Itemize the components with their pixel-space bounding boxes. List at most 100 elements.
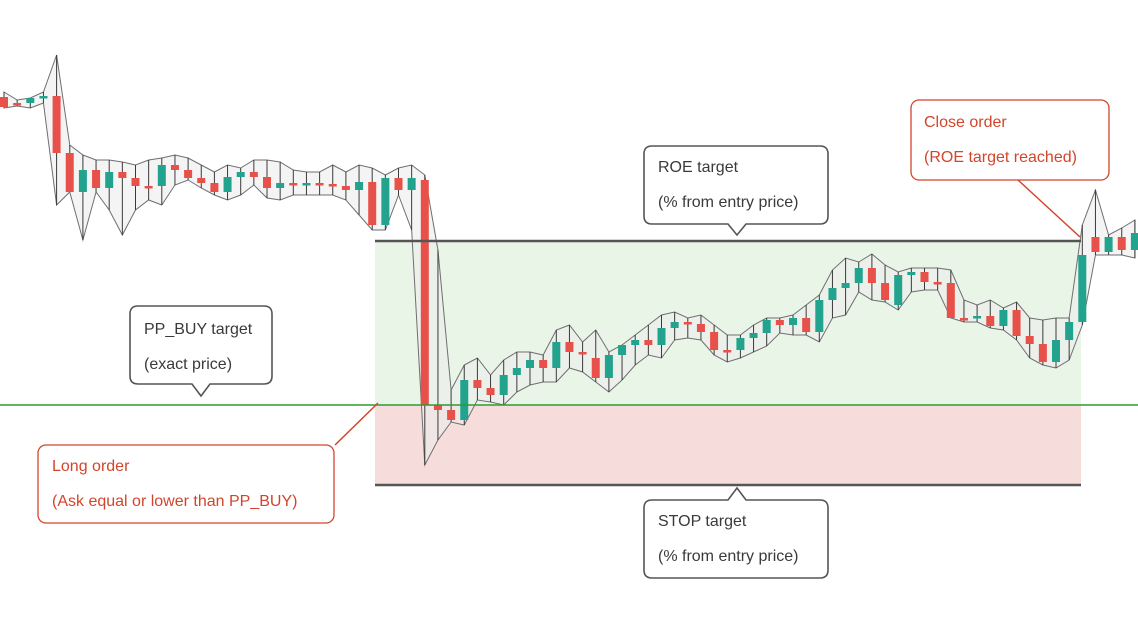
candle-up [512, 368, 521, 375]
candle-down [723, 350, 732, 353]
candle-down [565, 342, 574, 352]
candle-up [78, 170, 87, 192]
candle-down [170, 165, 179, 170]
candle-up [894, 275, 903, 305]
candle-up [355, 182, 364, 190]
candle-down [315, 183, 324, 186]
candle-down [13, 103, 22, 106]
candle-up [223, 177, 232, 192]
candle-down [986, 316, 995, 326]
candle-down [144, 186, 153, 189]
candle-up [1052, 340, 1060, 362]
candle-down [52, 96, 61, 153]
candle-up [552, 342, 561, 368]
candle-down [867, 268, 876, 283]
long-order-callout-title: Long order [52, 458, 130, 475]
candle-down [433, 405, 442, 410]
roe-callout-subtitle: (% from entry price) [658, 194, 798, 211]
candle-up [973, 316, 982, 319]
candle-up [526, 360, 534, 368]
roe-callout: ROE target (% from entry price) [643, 145, 829, 237]
candle-down [644, 340, 653, 345]
stop-loss-zone [375, 405, 1081, 485]
candle-down [210, 183, 219, 192]
stop-callout: STOP target (% from entry price) [643, 486, 829, 579]
candle-down [591, 358, 600, 378]
candle-up [236, 172, 245, 177]
candle-down [1038, 344, 1047, 362]
long-order-connector [334, 402, 379, 446]
candle-down [1012, 310, 1021, 336]
candle-up [276, 183, 285, 188]
candle-down [486, 388, 495, 395]
candle-down [683, 322, 692, 325]
candle-down [1117, 237, 1126, 250]
candle-up [499, 375, 508, 395]
long-order-callout: Long order (Ask equal or lower than PP_B… [37, 444, 335, 524]
candle-up [749, 333, 758, 338]
candle-up [26, 98, 35, 103]
candle-down [65, 153, 74, 192]
candle-down [1091, 237, 1100, 252]
candle-down [539, 360, 548, 368]
close-order-callout-title: Close order [924, 114, 1007, 131]
candle-down [0, 97, 8, 107]
candle-up [460, 380, 469, 420]
candle-up [381, 178, 390, 225]
candle-up [407, 178, 416, 190]
candle-up [762, 320, 771, 333]
candle-up [736, 338, 745, 350]
candle-down [420, 180, 429, 405]
candle-up [604, 355, 613, 378]
candle-down [959, 318, 968, 321]
pp-buy-callout-subtitle: (exact price) [144, 356, 232, 373]
candle-down [1025, 336, 1034, 344]
close-order-callout-subtitle: (ROE target reached) [924, 149, 1077, 166]
candle-down [696, 324, 705, 332]
candle-up [841, 283, 850, 288]
candle-down [802, 318, 811, 332]
candle-down [197, 178, 206, 183]
candle-up [1130, 233, 1138, 250]
candle-up [105, 172, 114, 188]
stop-callout-subtitle: (% from entry price) [658, 548, 798, 565]
candle-down [447, 410, 456, 420]
candle-down [473, 380, 482, 388]
close-order-connector [1017, 179, 1081, 238]
candle-down [184, 170, 193, 178]
candle-up [828, 288, 837, 300]
candle-up [789, 318, 797, 325]
candle-down [578, 352, 587, 355]
pp-buy-callout-title: PP_BUY target [144, 321, 253, 338]
candle-up [631, 340, 640, 345]
candle-down [92, 170, 101, 188]
candle-up [1078, 255, 1087, 322]
candle-down [775, 320, 784, 325]
candle-up [999, 310, 1008, 326]
candle-down [368, 182, 377, 225]
candle-down [118, 172, 127, 178]
candle-up [618, 345, 627, 355]
stop-callout-title: STOP target [658, 513, 747, 530]
candle-up [907, 272, 916, 275]
candle-down [933, 282, 942, 285]
candle-up [302, 183, 311, 186]
candle-down [394, 178, 403, 190]
candle-up [854, 268, 863, 283]
close-order-callout: Close order (ROE target reached) [910, 99, 1110, 181]
candle-down [289, 183, 298, 186]
candle-up [670, 322, 679, 328]
candle-down [131, 178, 140, 186]
candle-down [263, 177, 271, 188]
candle-down [881, 283, 890, 300]
candle-down [710, 332, 719, 350]
candle-up [39, 96, 48, 99]
candle-up [1104, 237, 1113, 252]
long-order-callout-subtitle: (Ask equal or lower than PP_BUY) [52, 493, 297, 510]
roe-callout-title: ROE target [658, 159, 739, 176]
candlestick-series [0, 55, 1138, 465]
candle-down [920, 272, 929, 282]
candle-down [341, 186, 350, 190]
candle-down [946, 283, 955, 318]
